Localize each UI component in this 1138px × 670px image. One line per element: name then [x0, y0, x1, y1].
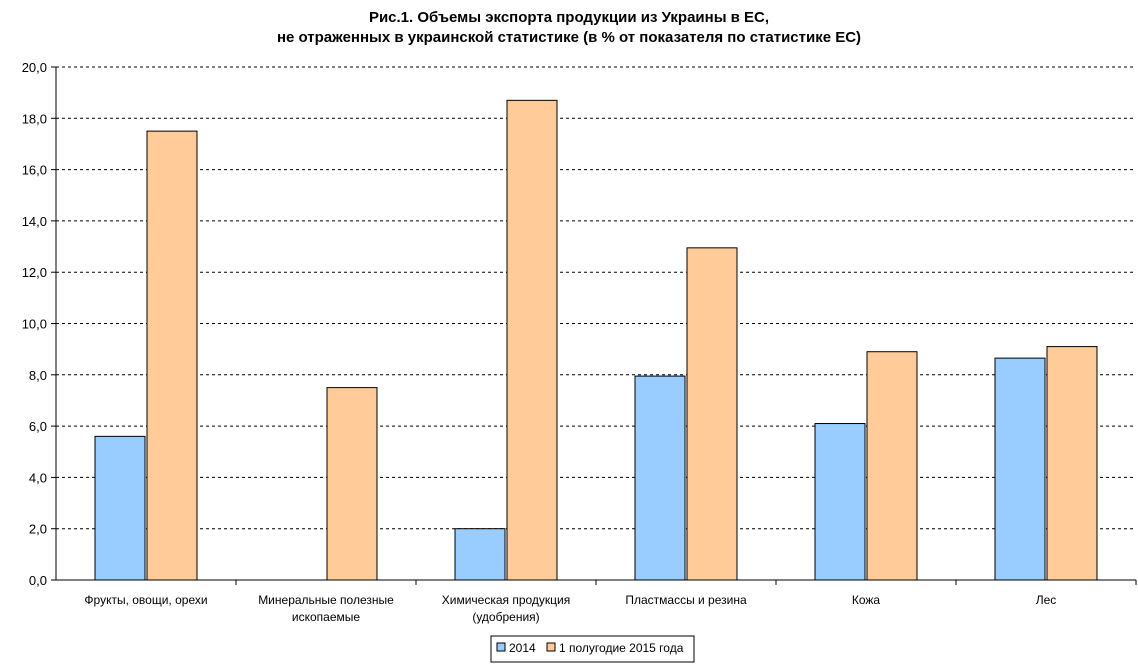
y-tick-label: 16,0 — [22, 163, 47, 178]
bar-series1 — [994, 357, 1046, 581]
x-category-label: ископаемые — [292, 610, 360, 624]
legend-label: 1 полугодие 2015 года — [559, 641, 684, 655]
x-category-label: (удобрения) — [472, 610, 539, 624]
bar-series1 — [454, 528, 506, 581]
y-tick-labels: 0,0 2,0 4,0 6,0 8,0 10,0 12,0 14,0 16,0 18,0 20,0 — [22, 60, 47, 588]
y-tick-label: 0,0 — [29, 573, 47, 588]
bar-series2 — [866, 351, 918, 581]
legend-swatch — [496, 642, 506, 652]
bar-series1 — [94, 435, 146, 581]
axes — [51, 66, 1137, 585]
x-category-label: Кожа — [852, 593, 881, 607]
bar-series2 — [506, 99, 558, 581]
bar-series2 — [686, 247, 738, 581]
legend-swatch — [546, 642, 556, 652]
x-category-label: Фрукты, овощи, орехи — [84, 593, 207, 607]
y-tick-label: 10,0 — [22, 317, 47, 332]
y-tick-label: 14,0 — [22, 214, 47, 229]
y-tick-label: 6,0 — [29, 419, 47, 434]
bar-series1 — [814, 423, 866, 581]
chart-title-line: не отраженных в украинской статистике (в… — [277, 29, 861, 46]
x-category-label: Пластмассы и резина — [625, 593, 747, 607]
x-category-label: Минеральные полезные — [258, 593, 394, 607]
legend: 2014 1 полугодие 2015 года — [490, 635, 695, 663]
legend-box — [490, 635, 695, 663]
y-tick-label: 8,0 — [29, 368, 47, 383]
chart-title: Рис.1. Объемы экспорта продукции из Укра… — [277, 9, 861, 46]
bar-series1 — [634, 375, 686, 581]
y-tick-label: 2,0 — [29, 522, 47, 537]
grid-lines — [56, 66, 1136, 530]
x-category-labels: Фрукты, овощи, орехи Минеральные полезные… — [84, 593, 1056, 624]
x-category-label: Лес — [1036, 593, 1057, 607]
chart-title-line: Рис.1. Объемы экспорта продукции из Укра… — [369, 9, 769, 26]
y-tick-label: 18,0 — [22, 111, 47, 126]
bars — [94, 99, 1098, 581]
x-category-label: Химическая продукция — [442, 593, 571, 607]
y-tick-label: 20,0 — [22, 60, 47, 75]
bar-series2 — [1046, 346, 1098, 581]
legend-label: 2014 — [509, 641, 536, 655]
y-tick-label: 4,0 — [29, 470, 47, 485]
bar-series2 — [146, 130, 198, 581]
bar-series2 — [326, 387, 378, 581]
y-tick-label: 12,0 — [22, 265, 47, 280]
